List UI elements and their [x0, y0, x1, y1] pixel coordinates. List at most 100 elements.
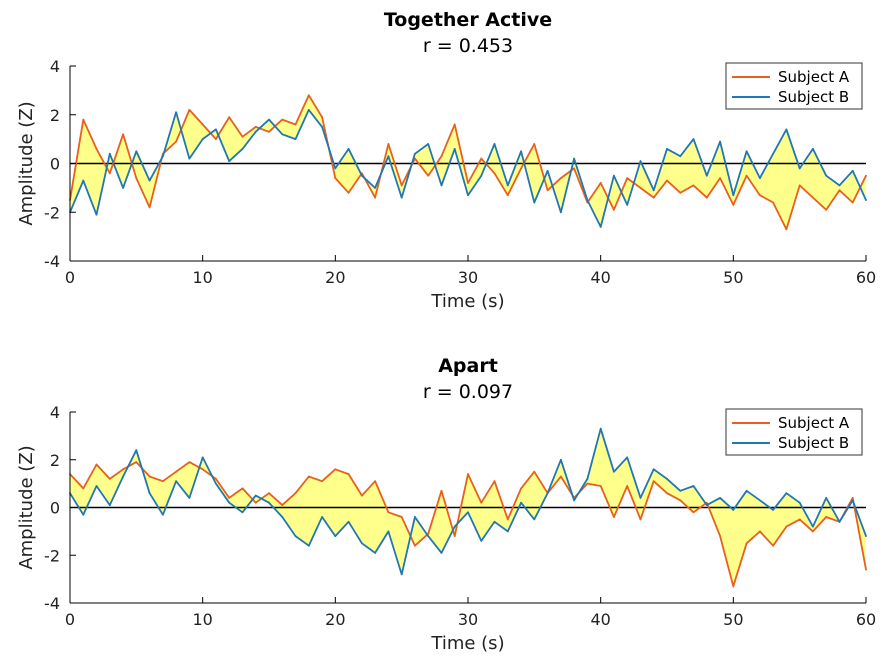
chart-subtitle: r = 0.097: [423, 381, 513, 403]
data-point-subject-a: [759, 194, 761, 197]
data-point-subject-a: [374, 196, 376, 199]
data-point-subject-b: [759, 177, 761, 180]
data-point-subject-b: [400, 196, 403, 199]
data-point-subject-a: [135, 177, 138, 180]
data-point-subject-b: [639, 160, 642, 163]
data-point-subject-a: [560, 475, 562, 478]
data-point-subject-b: [361, 174, 363, 177]
data-point-subject-a: [851, 497, 854, 499]
data-point-subject-a: [175, 140, 178, 143]
data-point-subject-b: [294, 138, 297, 141]
data-point-subject-b: [467, 511, 469, 514]
data-point-subject-a: [122, 468, 124, 471]
data-point-subject-b: [586, 199, 589, 202]
data-point-subject-a: [294, 492, 297, 495]
data-point-subject-b: [347, 148, 350, 150]
data-point-subject-a: [228, 116, 231, 119]
data-point-subject-b: [705, 504, 708, 506]
data-point-subject-b: [692, 485, 695, 487]
data-point-subject-a: [108, 478, 111, 480]
legend: Subject A Subject B: [725, 62, 863, 110]
data-point-subject-a: [268, 130, 270, 133]
data-point-subject-a: [851, 201, 854, 204]
data-point-subject-a: [321, 480, 323, 483]
data-point-subject-a: [347, 191, 350, 194]
data-point-subject-a: [427, 174, 430, 177]
data-point-subject-a: [400, 516, 403, 518]
data-point-subject-a: [108, 172, 111, 175]
data-point-subject-b: [400, 573, 403, 576]
y-tick-label: -2: [44, 546, 60, 565]
data-point-subject-a: [82, 487, 85, 490]
data-point-subject-b: [520, 501, 522, 504]
data-point-subject-a: [745, 542, 748, 545]
data-point-subject-a: [241, 487, 244, 490]
data-point-subject-b: [467, 194, 469, 197]
data-point-subject-a: [148, 206, 151, 209]
data-point-subject-a: [506, 194, 509, 197]
data-point-subject-a: [201, 468, 204, 471]
data-point-subject-a: [639, 518, 642, 521]
data-point-subject-b: [759, 499, 761, 502]
data-point-subject-b: [573, 499, 575, 502]
data-point-subject-a: [666, 179, 668, 182]
data-point-subject-b: [374, 552, 376, 554]
data-point-subject-b: [307, 109, 310, 111]
data-point-subject-a: [480, 501, 483, 504]
data-point-subject-b: [719, 140, 721, 143]
data-point-subject-a: [666, 492, 668, 495]
data-point-subject-b: [560, 458, 562, 461]
legend: Subject A Subject B: [725, 408, 863, 456]
data-point-subject-a: [865, 568, 867, 571]
data-point-subject-a: [281, 118, 284, 121]
data-point-subject-b: [347, 520, 350, 523]
data-point-subject-b: [414, 152, 416, 155]
data-point-subject-b: [613, 174, 615, 177]
data-point-subject-a: [825, 208, 828, 211]
data-point-subject-a: [294, 123, 297, 126]
data-point-subject-a: [599, 182, 602, 184]
data-point-subject-a: [387, 143, 390, 145]
data-point-subject-b: [268, 501, 270, 504]
data-point-subject-b: [108, 504, 111, 506]
x-tick-label: 0: [65, 268, 75, 287]
data-point-subject-b: [506, 530, 509, 533]
data-point-subject-b: [268, 118, 270, 121]
data-point-subject-a: [254, 501, 257, 504]
data-point-subject-b: [148, 492, 151, 495]
legend-box: [725, 408, 863, 456]
data-point-subject-a: [374, 480, 376, 483]
x-tick-label: 10: [192, 268, 212, 287]
data-point-subject-b: [666, 148, 668, 150]
data-point-subject-b: [254, 130, 257, 133]
data-point-subject-b: [679, 155, 682, 158]
data-point-subject-a: [586, 482, 589, 485]
data-point-subject-a: [268, 492, 270, 495]
data-point-subject-b: [175, 111, 178, 114]
data-point-subject-b: [599, 226, 602, 228]
data-point-subject-b: [772, 152, 774, 155]
y-tick-label: -4: [44, 252, 60, 271]
data-point-subject-b: [838, 184, 841, 187]
data-point-subject-b: [374, 187, 376, 189]
x-axis-label: Time (s): [430, 291, 504, 312]
data-point-subject-a: [785, 525, 788, 528]
data-point-subject-b: [321, 126, 323, 128]
data-point-subject-b: [666, 478, 668, 480]
data-point-subject-a: [719, 535, 721, 537]
data-point-subject-a: [798, 184, 801, 187]
data-point-subject-b: [533, 518, 536, 521]
data-point-subject-b: [838, 520, 841, 523]
data-point-subject-b: [228, 501, 231, 504]
data-point-subject-b: [135, 449, 138, 452]
legend-entry-subject-a: Subject A: [778, 68, 850, 86]
data-point-subject-a: [520, 167, 522, 170]
data-point-subject-b: [493, 520, 496, 523]
data-point-subject-a: [772, 201, 774, 204]
data-point-subject-a: [719, 177, 721, 180]
data-point-subject-b: [215, 482, 217, 485]
data-point-subject-b: [440, 184, 443, 187]
data-point-subject-b: [560, 211, 562, 214]
legend-entry-subject-b: Subject B: [778, 88, 849, 106]
between-fill: [70, 95, 866, 230]
